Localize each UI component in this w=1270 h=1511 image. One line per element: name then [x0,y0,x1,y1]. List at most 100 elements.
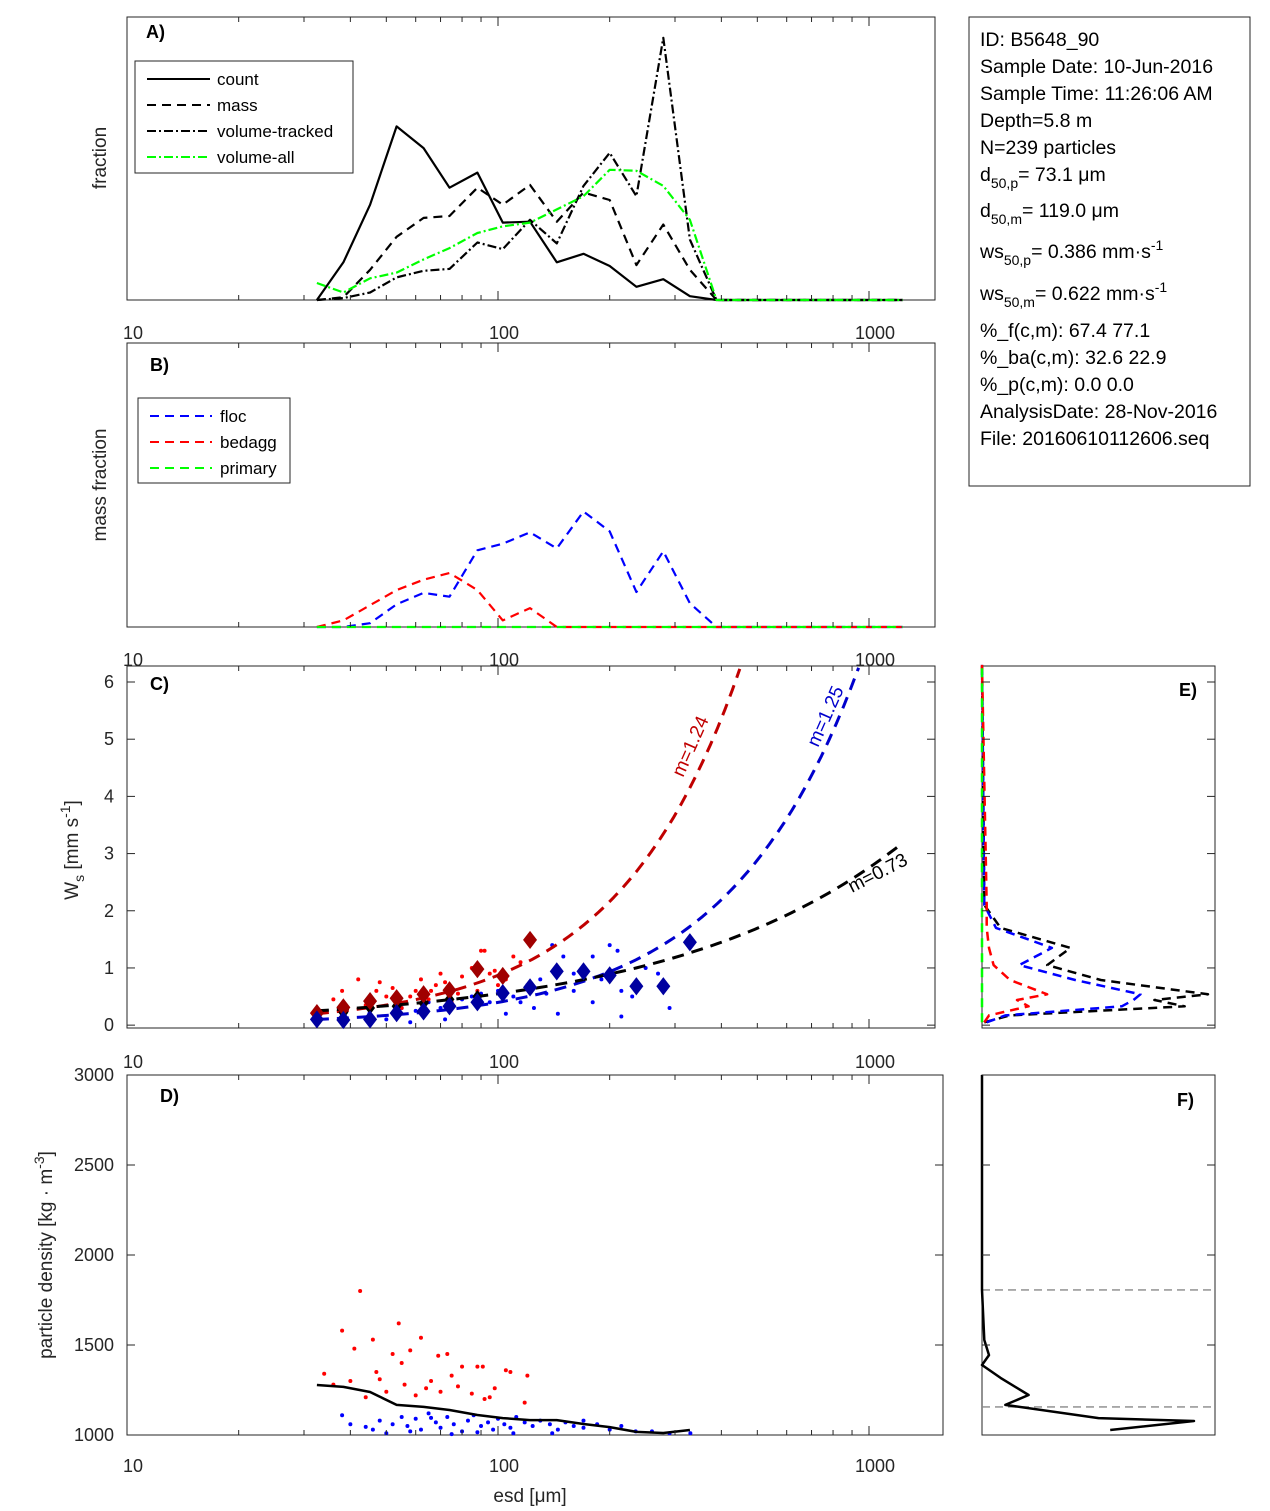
bedagg-point [496,983,500,988]
ylabel-a: fraction [90,127,111,189]
floc-point [426,1411,431,1416]
bedagg-point [518,960,523,965]
bedagg-point [445,1352,450,1356]
floc-point [429,1415,434,1420]
panel-c-y-tick-label: 1 [104,958,114,978]
bedagg-point [402,1382,407,1387]
bedagg-point [487,1395,492,1400]
info-depth: Depth=5.8 m [980,110,1092,132]
bedagg-point [340,988,345,993]
panel-d-x-tick-label: 100 [489,1456,519,1476]
ylabel-d-end: ] [36,1151,57,1156]
floc-bin-mean-marker [442,997,457,1016]
legend-label-count: count [217,70,259,89]
info-id: ID: B5648_90 [980,29,1099,51]
panel-d-x-tick-label: 1000 [855,1456,895,1476]
panel-b-x-tick-label: 1000 [855,650,895,670]
bedagg-point [508,1370,513,1374]
floc-bin-mean-marker [495,984,510,1003]
ylabel-d-main: particle density [kg · m [36,1169,57,1359]
floc-bin-mean-marker [576,962,591,981]
floc-bin-mean-marker [309,1010,324,1029]
ylabel-c-main: W [62,882,83,900]
floc-point [571,971,576,976]
ylabel-c: Ws [mm s-1] [57,800,87,900]
legend-a: count mass volume-tracked volume-all [134,60,354,174]
floc-point [599,977,604,982]
info-sample-time: Sample Time: 11:26:06 AM [980,83,1213,105]
panel-c-y-tick-label: 0 [104,1015,114,1035]
floc-point [607,943,612,948]
floc-point [581,1418,586,1423]
bedagg-point [374,1370,379,1374]
panel-d-y-tick-label: 1500 [74,1335,114,1355]
xlabel-d: esd [μm] [493,1486,566,1507]
info-ws50m-sup: -1 [1155,279,1168,295]
floc-point [550,1431,555,1436]
legend-label-volume-tracked: volume-tracked [217,122,333,141]
bedagg-point [503,1368,508,1373]
ylabel-c-sup: -1 [57,805,73,818]
bedagg-point [377,1377,382,1382]
info-d50p-pre: d [980,164,991,186]
info-d50p: d50,p= 73.1 μm [980,164,1106,191]
floc-point [607,1427,612,1432]
floc-point [363,1424,368,1429]
info-ws50m-post: = 0.622 mm·s [1035,283,1155,305]
floc-bin-mean-marker [416,1002,431,1021]
panel-d-x-tick-label: 10 [123,1456,143,1476]
bedagg-point [449,1373,454,1378]
info-pct-bedagg: %_ba(c,m): 32.6 22.9 [980,347,1166,369]
floc-point [590,954,595,959]
bedagg-point [525,1373,530,1378]
bedagg-point [479,948,484,953]
floc-point [619,1424,624,1428]
info-analysis-date: AnalysisDate: 28-Nov-2016 [980,401,1217,423]
fit-curve-1 [316,667,861,1021]
bedagg-point [331,997,336,1002]
floc-point [522,1420,527,1425]
floc-point [405,1424,410,1428]
floc-point [581,1425,586,1430]
density-profile-total-line [980,1075,1196,1432]
bedagg-bin-mean-marker [416,985,431,1004]
floc-point [571,1424,576,1428]
floc-point [384,1017,389,1022]
floc-point [487,1000,492,1005]
floc-point [449,1432,454,1437]
floc-point [408,1020,413,1025]
bedagg-point [356,977,361,982]
bedagg-point [460,1364,465,1369]
floc-point [511,1431,516,1436]
panel-c-x-tick-label: 1000 [855,1052,895,1072]
legend-label-floc: floc [220,407,247,426]
bedagg-point [363,1395,368,1400]
floc-bin-mean-marker [602,966,617,985]
info-d50m-post: = 119.0 μm [1022,200,1119,222]
floc-point [340,1413,345,1418]
panel-a-x-tick-label: 10 [123,323,143,343]
legend-label-volume-all: volume-all [217,148,294,167]
bedagg-point [384,994,389,999]
ylabel-b: mass fraction [90,429,111,542]
info-pct-floc: %_f(c,m): 67.4 77.1 [980,320,1150,342]
bedagg-point [438,971,443,976]
floc-point [555,1427,560,1432]
profile-bedagg-line [980,664,1049,1024]
mean-density-line [316,1383,691,1435]
bedagg-bin-mean-marker [495,966,510,986]
bedagg-point [418,977,423,982]
ylabel-d: particle density [kg · m-3] [31,1151,57,1359]
plot-layer: 10 100 1000 10 100 1000 10 100 1000 0 1 2 3 4 5 6 10 100 1… [74,16,1216,1476]
bedagg-point [429,1379,434,1383]
panel-c-y-tick-label: 5 [104,729,114,749]
floc-bin-mean-marker [336,1010,351,1030]
floc-point [615,948,620,953]
floc-point [667,1005,672,1010]
info-box: ID: B5648_90 Sample Date: 10-Jun-2016 Sa… [968,16,1251,487]
bedagg-point [390,1352,395,1356]
floc-point [443,1017,448,1022]
floc-point [413,1416,418,1421]
panel-a-x-tick-label: 100 [489,323,519,343]
bedagg-point [384,1389,389,1394]
